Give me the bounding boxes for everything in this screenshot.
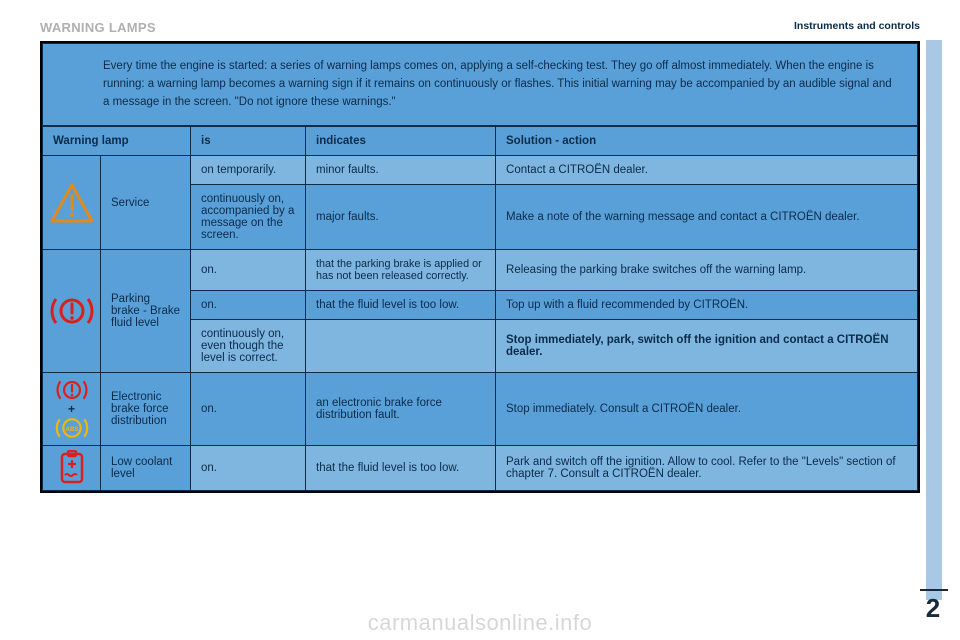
service-icon-cell (43, 156, 101, 250)
service-label: Service (101, 156, 191, 250)
warning-lamps-table: Warning lamp is indicates Solution - act… (42, 126, 918, 491)
cell-is: on. (191, 373, 306, 446)
cell-solution: Stop immediately, park, switch off the i… (496, 320, 918, 373)
table-row: Low coolant level on. that the fluid lev… (43, 446, 918, 491)
table-row: Parking brake - Brake fluid level on. th… (43, 250, 918, 291)
cell-is: on temporarily. (191, 156, 306, 185)
brake-icon-cell (43, 250, 101, 373)
cell-solution: Stop immediately. Consult a CITROËN deal… (496, 373, 918, 446)
col-is: is (191, 127, 306, 156)
brake-label: Parking brake - Brake fluid level (101, 250, 191, 373)
cell-indicates: that the parking brake is applied or has… (306, 250, 496, 291)
coolant-level-icon (57, 450, 87, 486)
manual-page: WARNING LAMPS Instruments and controls E… (40, 20, 920, 620)
table-header-row: Warning lamp is indicates Solution - act… (43, 127, 918, 156)
col-warning-lamp: Warning lamp (43, 127, 191, 156)
ebfd-label: Electronic brake force distribution (101, 373, 191, 446)
coolant-icon-cell (43, 446, 101, 491)
col-indicates: indicates (306, 127, 496, 156)
cell-is: continuously on, accompanied by a messag… (191, 185, 306, 250)
brake-warning-icon (49, 293, 95, 329)
abs-icon: ABS (50, 415, 94, 441)
cell-indicates: that the fluid level is too low. (306, 291, 496, 320)
table-row: + ABS Electronic brake force distributio… (43, 373, 918, 446)
warning-table-block: Every time the engine is started: a seri… (40, 41, 920, 493)
ebfd-icon-cell: + ABS (43, 373, 101, 446)
chapter-indicator: 2 (918, 589, 948, 624)
ebfd-brake-icon (50, 377, 94, 403)
chapter-number: 2 (918, 593, 948, 624)
cell-is: on. (191, 250, 306, 291)
cell-solution: Contact a CITROËN dealer. (496, 156, 918, 185)
cell-indicates (306, 320, 496, 373)
cell-solution: Top up with a fluid recommended by CITRO… (496, 291, 918, 320)
cell-is: continuously on, even though the level i… (191, 320, 306, 373)
cell-solution: Releasing the parking brake switches off… (496, 250, 918, 291)
cell-indicates: major faults. (306, 185, 496, 250)
col-solution: Solution - action (496, 127, 918, 156)
intro-paragraph: Every time the engine is started: a seri… (42, 43, 918, 126)
page-title: WARNING LAMPS (40, 20, 156, 35)
cell-solution: Park and switch off the ignition. Allow … (496, 446, 918, 491)
cell-solution: Make a note of the warning message and c… (496, 185, 918, 250)
breadcrumb: Instruments and controls (794, 20, 920, 32)
cell-is: on. (191, 291, 306, 320)
table-row: Service on temporarily. minor faults. Co… (43, 156, 918, 185)
side-tab (926, 40, 942, 600)
cell-indicates: minor faults. (306, 156, 496, 185)
coolant-label: Low coolant level (101, 446, 191, 491)
cell-indicates: an electronic brake force distribution f… (306, 373, 496, 446)
service-warning-icon (50, 183, 94, 223)
svg-text:ABS: ABS (65, 426, 78, 433)
cell-indicates: that the fluid level is too low. (306, 446, 496, 491)
cell-is: on. (191, 446, 306, 491)
